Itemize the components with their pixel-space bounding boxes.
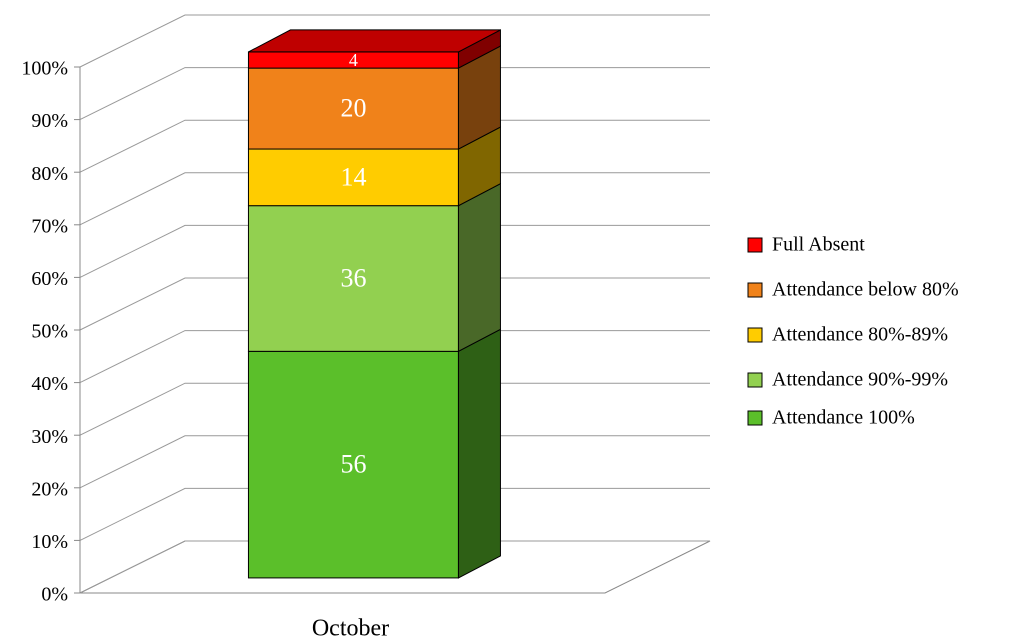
grid-line <box>79 67 710 121</box>
legend-swatch <box>747 327 763 343</box>
data-label: 36 <box>340 263 366 292</box>
data-label: 56 <box>340 450 366 479</box>
legend-label: Attendance below 80% <box>772 279 959 301</box>
y-tick-label: 20% <box>31 478 68 500</box>
bar-top <box>248 29 501 53</box>
grid-line <box>79 119 710 173</box>
y-tick-label: 0% <box>41 584 68 606</box>
grid-line <box>79 382 710 436</box>
y-tick-label: 70% <box>31 215 68 237</box>
legend-label: Full Absent <box>772 234 865 256</box>
data-label: 20 <box>340 94 366 123</box>
grid-line <box>79 277 710 331</box>
legend-swatch <box>747 237 763 253</box>
legend-label: Attendance 90%-99% <box>772 369 948 391</box>
bar-segment <box>247 67 459 150</box>
grid-line <box>79 540 710 594</box>
grid-line <box>79 224 710 278</box>
legend-swatch <box>747 282 763 298</box>
legend-swatch <box>747 372 763 388</box>
y-tick-label: 90% <box>31 110 68 132</box>
grid-line <box>79 435 710 489</box>
y-tick-label: 40% <box>31 373 68 395</box>
y-tick-label: 10% <box>31 531 68 553</box>
x-tick-label: October <box>312 616 389 641</box>
y-tick-label: 50% <box>31 321 68 343</box>
grid-line <box>79 487 710 541</box>
y-tick-label: 30% <box>31 426 68 448</box>
legend-label: Attendance 100% <box>772 407 915 429</box>
y-tick-label: 80% <box>31 163 68 185</box>
legend-swatch <box>747 410 763 426</box>
y-tick-label: 60% <box>31 268 68 290</box>
bar-side <box>457 328 501 579</box>
bar-segment <box>247 350 459 579</box>
bar-side <box>457 182 501 353</box>
data-label: 4 <box>349 50 358 70</box>
grid-line <box>79 172 710 226</box>
legend-label: Attendance 80%-89% <box>772 324 948 346</box>
bar-segment <box>247 205 459 352</box>
data-label: 14 <box>340 162 366 191</box>
grid-line <box>79 14 710 68</box>
grid-line <box>79 330 710 384</box>
y-tick-label: 100% <box>21 58 68 80</box>
